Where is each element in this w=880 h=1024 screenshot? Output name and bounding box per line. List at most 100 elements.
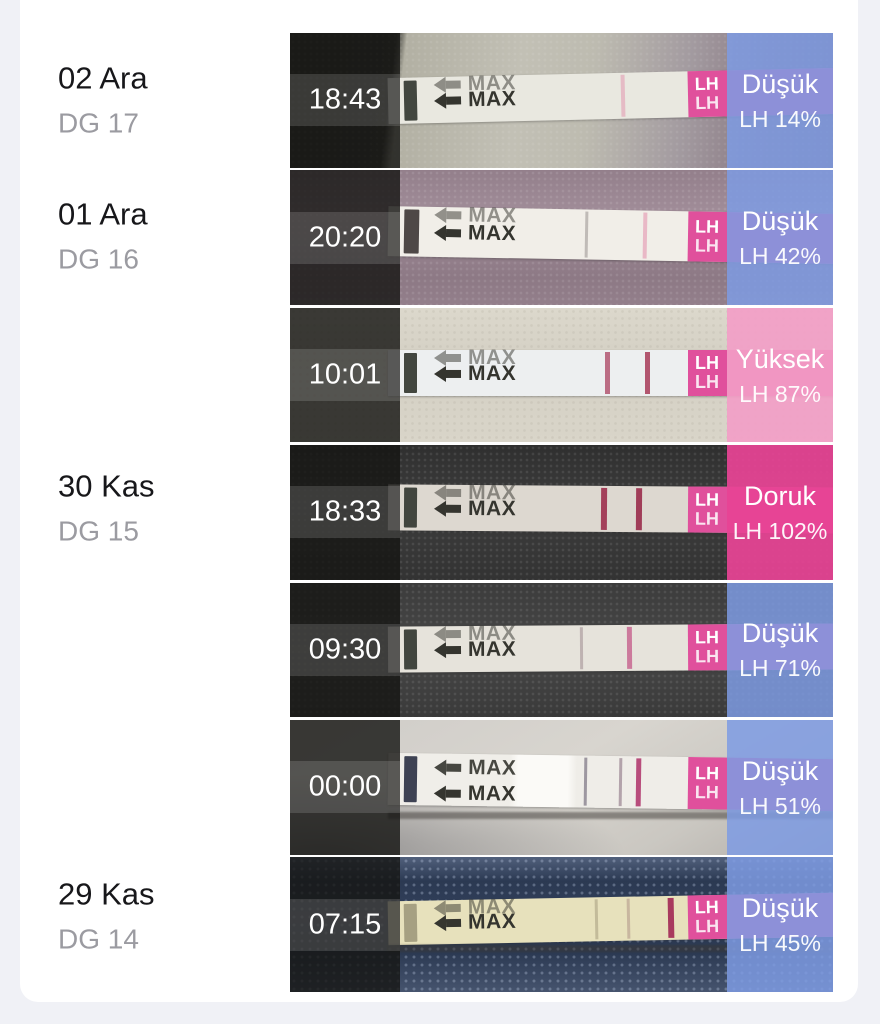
- test-line: [667, 898, 675, 939]
- lh-status-badge: Doruk LH 102%: [727, 445, 833, 580]
- status-label: Yüksek: [735, 343, 825, 374]
- max-arrow-label: MAX: [433, 910, 517, 936]
- time-scrim: [290, 445, 400, 580]
- test-strip-photo: MAX MAX LH LH 00:00 Düşük LH 51%: [290, 720, 833, 855]
- left-arrow-icon: [433, 915, 462, 932]
- test-line: [583, 757, 588, 806]
- photo-time-label: 18:43: [308, 83, 382, 116]
- time-band: [290, 623, 400, 676]
- test-strip-photo: MAX MAX LH LH 09:30 Düşük LH 71%: [290, 582, 833, 718]
- time-band: [290, 761, 400, 814]
- test-line: [642, 212, 648, 259]
- left-arrow-icon: [434, 365, 461, 382]
- date-group-label: 02 Ara DG 17: [58, 60, 258, 139]
- status-label: Düşük: [741, 755, 819, 786]
- time-band: [290, 486, 400, 539]
- status-label: Düşük: [741, 206, 819, 237]
- test-entry-row[interactable]: MAX MAX LH LH 07:15 Düşük LH 45%: [290, 857, 833, 992]
- lh-status-badge: Düşük LH 45%: [727, 857, 833, 992]
- test-line: [626, 899, 631, 940]
- date-label: 30 Kas: [58, 468, 155, 504]
- status-label: Doruk: [743, 480, 817, 511]
- max-marker-bar: [403, 628, 418, 670]
- test-strip-photo: MAX MAX LH LH 07:15 Düşük LH 45%: [290, 857, 833, 992]
- cycle-day-label: DG 14: [58, 923, 139, 955]
- lh-status-badge: Yüksek LH 87%: [727, 307, 833, 443]
- lh-percentage-label: LH 42%: [739, 243, 821, 270]
- time-scrim: [290, 857, 400, 992]
- time-scrim: [290, 582, 400, 718]
- date-label: 01 Ara: [58, 196, 148, 232]
- max-arrow-label: MAX: [433, 221, 516, 246]
- time-band: [290, 211, 400, 264]
- lh-percentage-label: LH 14%: [739, 105, 821, 132]
- test-line: [584, 211, 589, 258]
- test-entry-row[interactable]: MAX MAX LH LH 00:00 Düşük LH 51%: [290, 720, 833, 855]
- test-entry-row[interactable]: MAX MAX LH LH 09:30 Düşük LH 71%: [290, 582, 833, 718]
- photo-time-label: 07:15: [308, 908, 382, 941]
- max-marker-bar: [403, 80, 418, 121]
- lh-status-badge: Düşük LH 71%: [727, 582, 833, 718]
- test-entry-row[interactable]: MAX MAX LH LH 18:43 Düşük LH 14%: [290, 33, 833, 168]
- max-arrow-label: MAX: [434, 362, 516, 386]
- max-arrow-label: MAX: [433, 497, 516, 522]
- photo-time-label: 18:33: [308, 495, 382, 528]
- test-line: [579, 626, 584, 669]
- test-entry-row[interactable]: MAX MAX LH LH 10:01 Yüksek LH 87%: [290, 307, 833, 443]
- time-band: [290, 349, 400, 402]
- test-line: [635, 758, 642, 807]
- status-label: Düşük: [741, 893, 819, 924]
- status-label: Düşük: [741, 618, 819, 649]
- left-arrow-icon: [433, 785, 461, 802]
- date-group-label: 01 Ara DG 16: [58, 196, 258, 275]
- test-line: [594, 899, 599, 940]
- test-line: [618, 758, 623, 807]
- test-strip-photo: MAX MAX LH LH 10:01 Yüksek LH 87%: [290, 307, 833, 443]
- test-line: [605, 351, 610, 394]
- lh-percentage-label: LH 102%: [732, 517, 828, 544]
- time-scrim: [290, 33, 400, 168]
- test-strip-photo: MAX MAX LH LH 18:43 Düşük LH 14%: [290, 33, 833, 168]
- test-strip-photo: MAX MAX LH LH 18:33 Doruk LH 102%: [290, 445, 833, 580]
- test-entry-row[interactable]: MAX MAX LH LH 18:33 Doruk LH 102%: [290, 445, 833, 580]
- photo-time-label: 20:20: [308, 221, 382, 254]
- test-entry-row[interactable]: MAX MAX LH LH 20:20 Düşük LH 42%: [290, 170, 833, 305]
- max-marker-bar: [403, 209, 420, 255]
- time-scrim: [290, 170, 400, 305]
- left-arrow-icon: [433, 92, 462, 110]
- max-marker-bar: [403, 756, 418, 803]
- status-label: Düşük: [741, 68, 819, 99]
- cycle-day-label: DG 17: [58, 107, 139, 139]
- date-label: 29 Kas: [58, 876, 155, 912]
- test-strip-photo: MAX MAX LH LH 20:20 Düşük LH 42%: [290, 170, 833, 305]
- lh-status-badge: Düşük LH 14%: [727, 33, 833, 168]
- lh-percentage-label: LH 45%: [739, 930, 821, 957]
- test-line: [626, 626, 633, 669]
- lh-percentage-label: LH 51%: [739, 792, 821, 819]
- test-line: [620, 74, 626, 117]
- strip-shadow: [388, 812, 833, 819]
- date-label: 02 Ara: [58, 60, 148, 96]
- time-scrim: [290, 307, 400, 443]
- lh-status-badge: Düşük LH 51%: [727, 720, 833, 855]
- time-scrim: [290, 720, 400, 855]
- max-arrow-label: MAX: [433, 87, 517, 113]
- test-line: [645, 351, 650, 394]
- max-arrow-label: MAX: [434, 756, 517, 781]
- date-group-label: 30 Kas DG 15: [58, 468, 258, 547]
- max-arrow-label: MAX: [433, 637, 516, 662]
- left-arrow-icon: [433, 641, 462, 658]
- photo-time-label: 09:30: [308, 633, 382, 666]
- lh-percentage-label: LH 71%: [739, 655, 821, 682]
- lh-percentage-label: LH 87%: [739, 380, 821, 407]
- max-marker-bar: [403, 487, 418, 528]
- photo-time-label: 10:01: [308, 358, 382, 391]
- left-arrow-icon: [433, 225, 462, 242]
- time-band: [290, 74, 400, 127]
- time-band: [290, 898, 400, 951]
- strip-shadow: [388, 945, 833, 953]
- date-group-label: 29 Kas DG 14: [58, 876, 258, 955]
- lh-status-badge: Düşük LH 42%: [727, 170, 833, 305]
- max-arrow-label: MAX: [433, 781, 516, 806]
- photo-time-label: 00:00: [308, 770, 382, 803]
